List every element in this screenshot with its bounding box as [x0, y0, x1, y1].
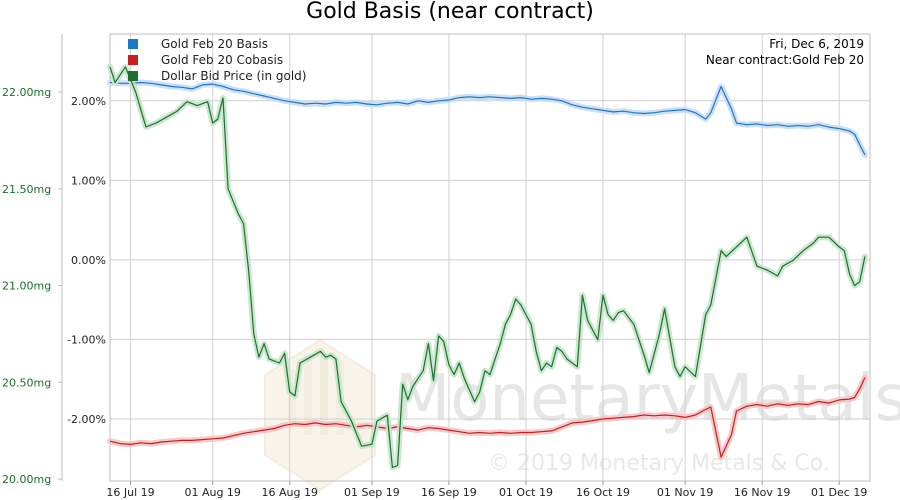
- chart-title: Gold Basis (near contract): [306, 0, 594, 24]
- right-axis: 2.00% 1.00% 0.00% -1.00% -2.00%: [67, 95, 106, 426]
- legend-swatch: [128, 39, 138, 49]
- right-axis-tick-label: -1.00%: [67, 333, 106, 346]
- right-axis-tick-label: 2.00%: [71, 95, 106, 108]
- left-axis-tick-label: 20.00mg: [2, 473, 51, 486]
- x-axis-tick-label: 16 Jul 19: [106, 486, 154, 499]
- grid-lines: [110, 34, 870, 481]
- watermark-copyright: © 2019 Monetary Metals & Co.: [488, 451, 830, 476]
- series-line-gold-feb-20-basis: [109, 81, 866, 156]
- right-axis-tick-label: 0.00%: [71, 254, 106, 267]
- legend: Gold Feb 20 Basis Gold Feb 20 Cobasis Doll…: [128, 37, 306, 83]
- x-axis-tick-label: 01 Dec 19: [811, 486, 867, 499]
- legend-label: Gold Feb 20 Cobasis: [161, 53, 283, 67]
- left-axis-tick-label: 20.50mg: [2, 376, 51, 389]
- series-line-gold-feb-20-cobasis: [109, 377, 866, 458]
- x-axis-tick-label: 01 Sep 19: [344, 486, 400, 499]
- x-axis-tick-label: 16 Aug 19: [261, 486, 317, 499]
- x-axis-tick-label: 01 Oct 19: [499, 486, 553, 499]
- x-axis: 16 Jul 19 01 Aug 19 16 Aug 19 01 Sep 19 16 S…: [106, 481, 867, 499]
- legend-label: Dollar Bid Price (in gold): [161, 69, 306, 83]
- series-line-dollar-bid-price-in-gold: [109, 66, 866, 469]
- x-axis-tick-label: 01 Nov 19: [657, 486, 713, 499]
- annotation-contract: Near contract:Gold Feb 20: [706, 53, 864, 67]
- right-axis-tick-label: -2.00%: [67, 413, 106, 426]
- left-axis: 22.00mg 21.50mg 21.00mg 20.50mg 20.00mg: [2, 86, 62, 486]
- left-axis-tick-label: 21.50mg: [2, 183, 51, 196]
- left-axis-tick-label: 21.00mg: [2, 280, 51, 293]
- x-axis-tick-label: 16 Sep 19: [421, 486, 477, 499]
- legend-label: Gold Feb 20 Basis: [161, 37, 268, 51]
- annotation-date: Fri, Dec 6, 2019: [769, 37, 864, 51]
- series-layer: [107, 63, 868, 471]
- right-axis-tick-label: 1.00%: [71, 174, 106, 187]
- watermark: MonetaryMetals © 2019 Monetary Metals & …: [264, 338, 900, 492]
- x-axis-tick-label: 01 Aug 19: [184, 486, 240, 499]
- x-axis-tick-label: 16 Oct 19: [576, 486, 630, 499]
- legend-swatch: [128, 55, 138, 65]
- left-axis-tick-label: 22.00mg: [2, 86, 51, 99]
- legend-swatch: [128, 71, 138, 81]
- x-axis-tick-label: 16 Nov 19: [734, 486, 790, 499]
- plot-frame: [109, 33, 871, 482]
